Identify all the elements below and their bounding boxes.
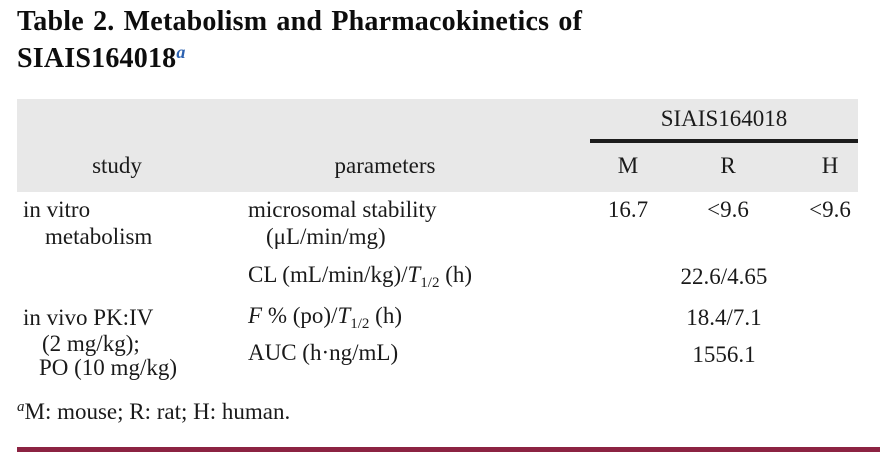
row2-parameter-subscript: 1/2 xyxy=(420,275,440,291)
row3-parameter: F % (po)/T1/2 (h) xyxy=(248,303,402,333)
row3-parameter-t-symbol: T xyxy=(337,303,351,328)
footnote-text: M: mouse; R: rat; H: human. xyxy=(24,399,291,424)
row2-value-merged: 22.6/4.65 xyxy=(680,264,768,289)
table-title-compound: SIAIS164018 xyxy=(17,43,177,74)
row1-value-m: 16.7 xyxy=(607,197,649,222)
row2-parameter-prefix: CL (mL/min/kg)/ xyxy=(248,262,408,287)
row3-parameter-suffix: (h) xyxy=(369,303,402,328)
row1-parameter-line1: microsomal stability xyxy=(248,197,437,222)
row2-parameter-suffix: (h) xyxy=(439,262,473,287)
group-header-compound: SIAIS164018 xyxy=(660,106,788,131)
row1-value-h: <9.6 xyxy=(809,197,851,222)
row3-parameter-f-symbol: F xyxy=(248,303,263,328)
row1-value-r: <9.6 xyxy=(707,197,749,222)
row3-value-merged: 18.4/7.1 xyxy=(686,305,762,330)
row1-parameter-line2: (μL/min/mg) xyxy=(266,224,386,249)
table-title-line2: SIAIS164018a xyxy=(17,42,186,75)
column-header-m: M xyxy=(617,153,639,178)
column-header-r: R xyxy=(720,153,736,178)
table-footnote: aM: mouse; R: rat; H: human. xyxy=(17,399,290,425)
column-header-h: H xyxy=(821,153,839,178)
row4-value-merged: 1556.1 xyxy=(692,342,756,367)
column-header-study: study xyxy=(92,153,142,178)
row2-parameter-t-symbol: T xyxy=(407,262,421,287)
table-title-line1: Table 2. Metabolism and Pharmacokinetics… xyxy=(17,6,583,37)
column-header-parameters: parameters xyxy=(334,153,436,178)
row3-study-line3: PO (10 mg/kg) xyxy=(39,355,177,380)
row2-parameter: CL (mL/min/kg)/T1/2 (h) xyxy=(248,262,472,292)
group-header-rule xyxy=(590,139,858,143)
row3-study-line2: (2 mg/kg); xyxy=(42,331,140,356)
row1-study-line1: in vitro xyxy=(23,197,91,222)
row3-parameter-subscript: 1/2 xyxy=(350,316,370,332)
bottom-divider-rule xyxy=(17,447,880,452)
row4-parameter: AUC (h·ng/mL) xyxy=(248,340,399,365)
footnote-marker: a xyxy=(17,399,25,415)
title-footnote-marker: a xyxy=(176,42,186,62)
row1-study-line2: metabolism xyxy=(45,224,153,249)
row3-study-line1: in vivo PK:IV xyxy=(23,305,154,330)
row3-parameter-mid: % (po)/ xyxy=(262,303,338,328)
table-header-background xyxy=(17,99,858,192)
